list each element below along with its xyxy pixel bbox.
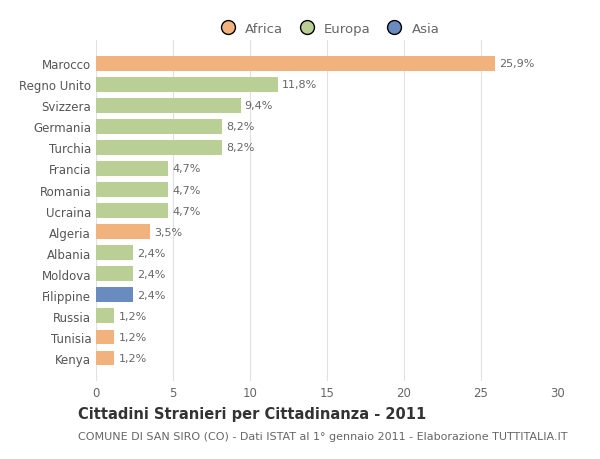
Text: 4,7%: 4,7%: [172, 164, 200, 174]
Bar: [96, 183, 169, 197]
Text: 25,9%: 25,9%: [499, 59, 534, 69]
Text: 8,2%: 8,2%: [226, 122, 254, 132]
Bar: [96, 225, 150, 240]
Text: 2,4%: 2,4%: [137, 290, 165, 300]
Bar: [96, 162, 169, 176]
Text: 9,4%: 9,4%: [245, 101, 273, 111]
Text: 3,5%: 3,5%: [154, 227, 182, 237]
Text: 11,8%: 11,8%: [281, 80, 317, 90]
Text: 4,7%: 4,7%: [172, 185, 200, 195]
Bar: [96, 120, 222, 134]
Bar: [96, 204, 169, 218]
Bar: [96, 267, 133, 281]
Bar: [96, 309, 115, 324]
Bar: [96, 141, 222, 156]
Bar: [96, 99, 241, 113]
Text: COMUNE DI SAN SIRO (CO) - Dati ISTAT al 1° gennaio 2011 - Elaborazione TUTTITALI: COMUNE DI SAN SIRO (CO) - Dati ISTAT al …: [78, 431, 568, 442]
Text: 2,4%: 2,4%: [137, 269, 165, 279]
Text: 1,2%: 1,2%: [118, 311, 146, 321]
Text: 1,2%: 1,2%: [118, 353, 146, 363]
Bar: [96, 288, 133, 302]
Bar: [96, 246, 133, 261]
Text: Cittadini Stranieri per Cittadinanza - 2011: Cittadini Stranieri per Cittadinanza - 2…: [78, 406, 426, 421]
Bar: [96, 330, 115, 345]
Bar: [96, 57, 495, 72]
Text: 4,7%: 4,7%: [172, 206, 200, 216]
Legend: Africa, Europa, Asia: Africa, Europa, Asia: [209, 17, 445, 41]
Text: 1,2%: 1,2%: [118, 332, 146, 342]
Bar: [96, 78, 278, 92]
Bar: [96, 351, 115, 365]
Text: 8,2%: 8,2%: [226, 143, 254, 153]
Text: 2,4%: 2,4%: [137, 248, 165, 258]
